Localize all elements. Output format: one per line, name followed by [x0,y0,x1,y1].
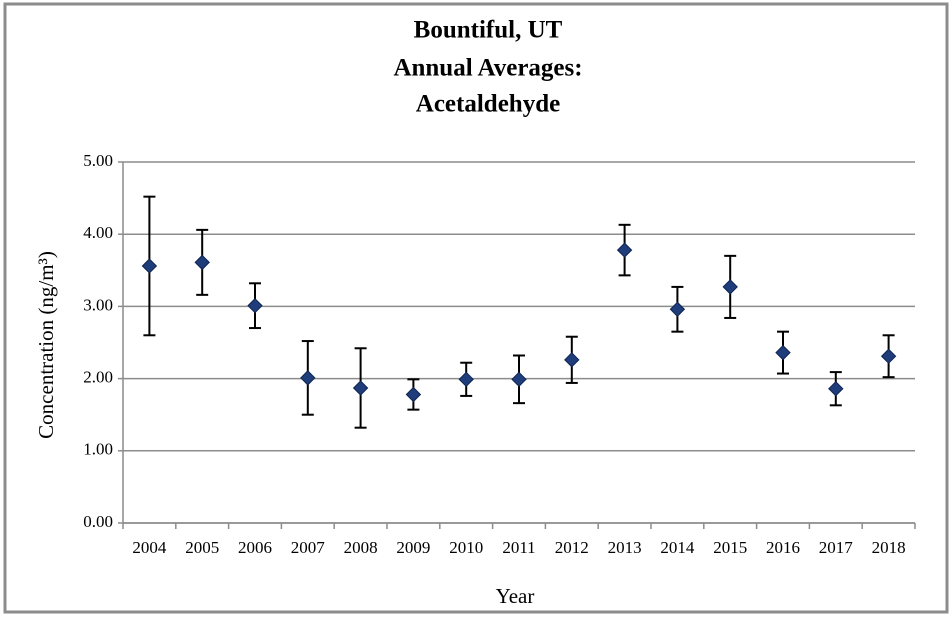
x-tick-label: 2010 [449,538,483,557]
x-axis-title: Year [496,584,535,608]
x-tick-label: 2014 [660,538,695,557]
data-point [880,348,897,364]
x-tick-label: 2006 [238,538,272,557]
x-tick-label: 2017 [819,538,854,557]
x-tick-label: 2008 [344,538,378,557]
x-tick-label: 2005 [185,538,219,557]
y-tick-label: 0.00 [83,512,113,531]
x-tick-label: 2012 [555,538,589,557]
data-point [511,371,527,388]
y-tick-label: 1.00 [83,440,113,459]
data-point [722,279,738,295]
x-tick-label: 2011 [502,538,535,557]
chart-frame [3,2,949,614]
data-point [141,258,158,274]
y-tick-label: 3.00 [83,295,113,314]
data-point [828,381,844,397]
y-tick-label: 2.00 [83,368,113,387]
x-tick-label: 2018 [872,538,906,557]
data-point [300,370,316,386]
data-point [616,242,633,258]
data-point [669,301,686,317]
x-tick-label: 2013 [608,538,642,557]
chart-title: Bountiful, UT [414,17,563,44]
data-point [194,254,210,271]
y-tick-label: 4.00 [83,223,113,242]
y-axis-title: Concentration (ng/m³) [34,251,58,439]
x-tick-label: 2016 [766,538,800,557]
data-point [564,352,580,368]
y-tick-label: 5.00 [83,151,113,170]
x-tick-label: 2007 [291,538,326,557]
data-point [247,297,263,314]
chart-title: Annual Averages: [393,55,582,82]
x-tick-label: 2015 [713,538,747,557]
data-point [775,344,791,361]
data-point [458,371,474,388]
x-tick-label: 2004 [132,538,167,557]
data-point [405,386,422,403]
x-tick-label: 2009 [396,538,430,557]
chart-title: Acetaldehyde [416,91,560,118]
data-point [352,380,369,396]
